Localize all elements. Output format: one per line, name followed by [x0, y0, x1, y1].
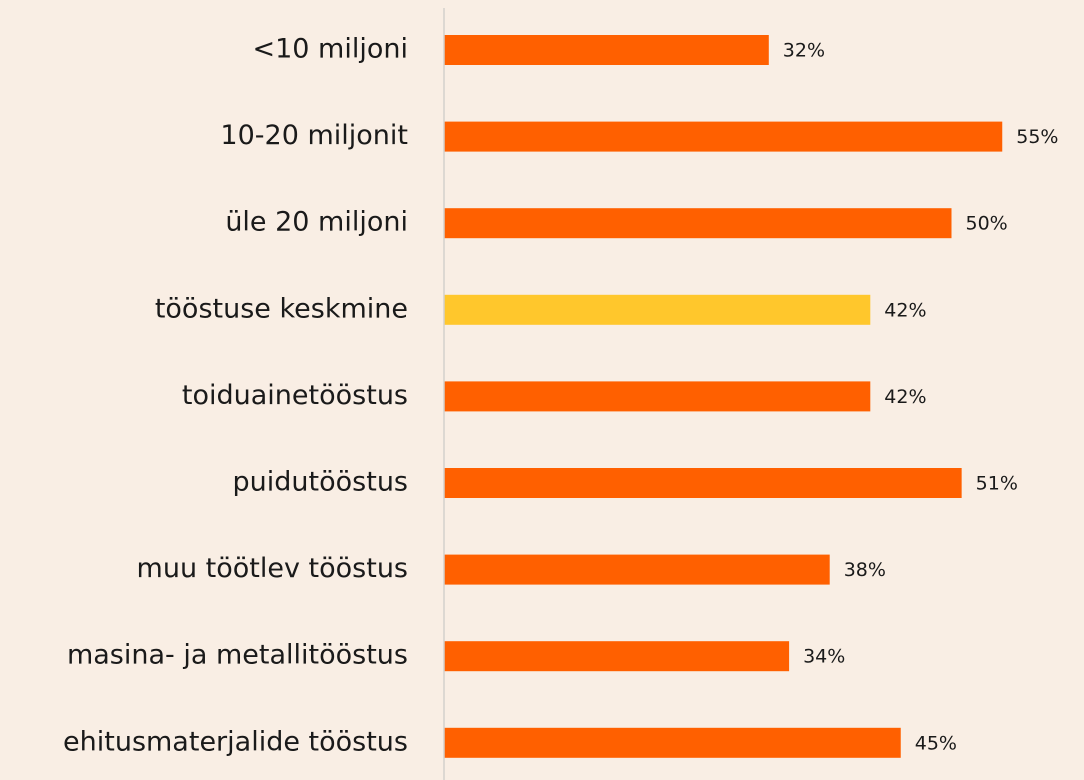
category-label: 10-20 miljonit [220, 120, 408, 151]
category-label: masina- ja metallitööstus [67, 640, 408, 671]
value-label: 42% [884, 299, 926, 321]
bar [444, 381, 871, 412]
category-label: muu töötlev tööstus [137, 553, 408, 584]
bar [444, 121, 1003, 152]
value-label: 55% [1016, 126, 1058, 148]
bar [444, 727, 901, 758]
bar [444, 554, 830, 585]
category-label: tööstuse keskmine [155, 293, 408, 324]
value-label: 38% [844, 559, 886, 581]
bar [444, 35, 769, 65]
category-label: toiduainetööstus [182, 380, 408, 411]
value-label: 42% [884, 386, 926, 408]
value-label: 45% [915, 732, 957, 754]
value-label: 51% [976, 473, 1018, 495]
bar [444, 294, 871, 325]
bar [444, 468, 962, 498]
category-label: puidutööstus [233, 467, 408, 498]
category-label: <10 miljoni [252, 34, 408, 65]
value-label: 34% [803, 646, 845, 668]
bar [444, 641, 790, 672]
category-label: ehitusmaterjalide tööstus [63, 726, 408, 757]
bar [444, 208, 952, 239]
category-label: üle 20 miljoni [225, 207, 408, 238]
value-label: 50% [966, 213, 1008, 235]
value-label: 32% [783, 40, 825, 62]
